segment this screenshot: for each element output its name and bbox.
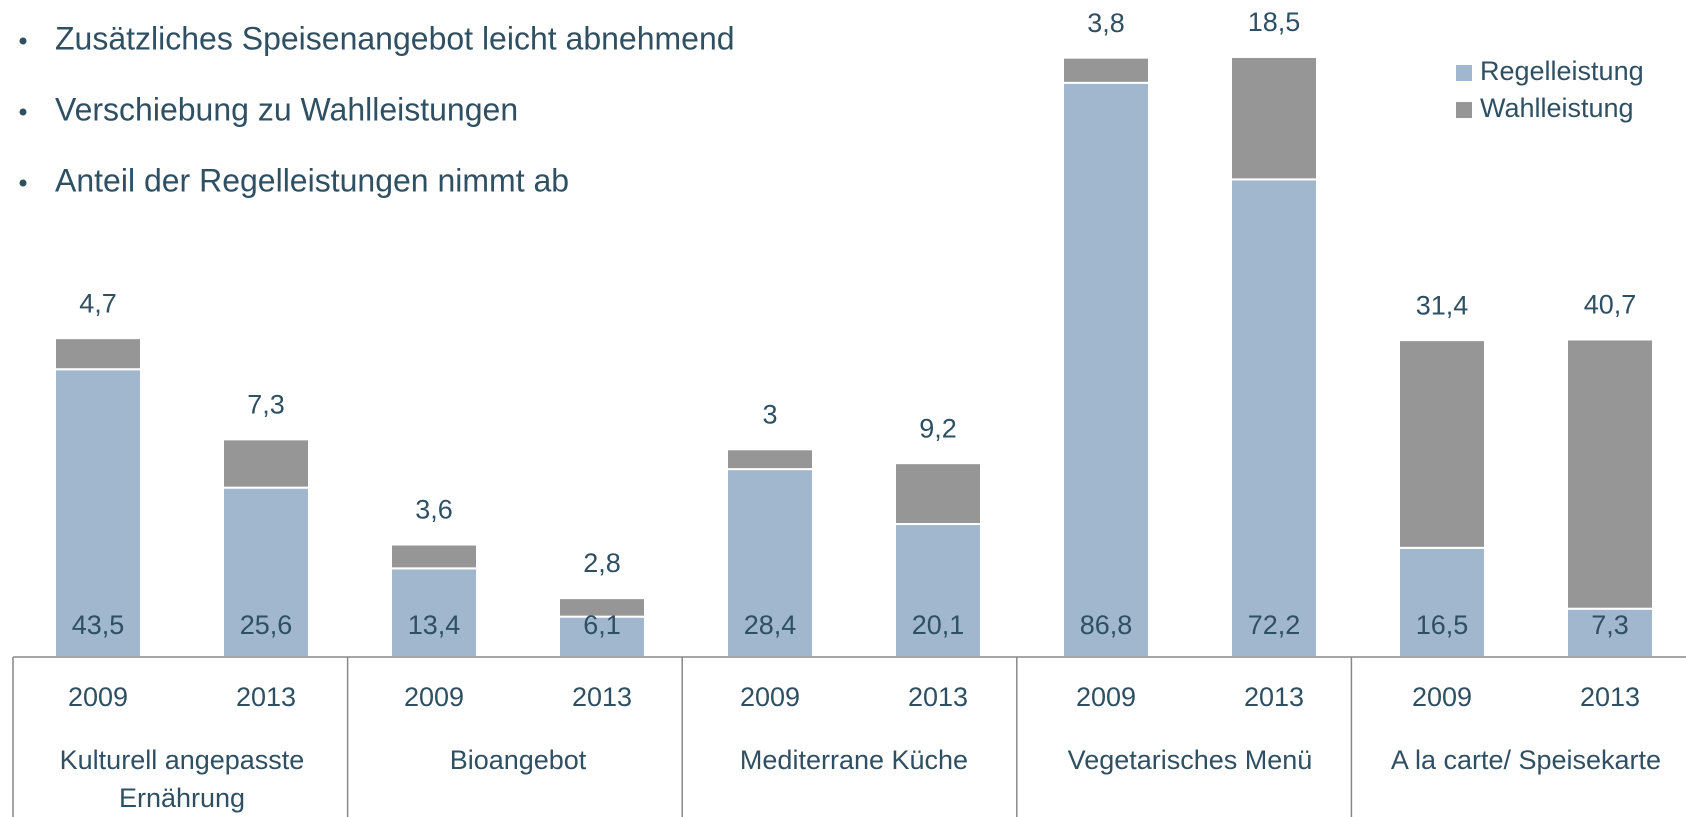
value-label: 3,6 [415,495,453,525]
bar-segment [1566,338,1654,610]
value-label: 86,8 [1080,610,1133,640]
value-label: 7,3 [247,389,285,419]
bar-segment [1398,339,1486,549]
group-label: Bioangebot [449,745,587,775]
value-label: 20,1 [912,610,965,640]
x-tick-label: 2013 [236,682,296,712]
value-label: 2,8 [583,548,621,578]
value-label: 16,5 [1416,610,1469,640]
bar-segment [1566,607,1654,658]
annotation: Anteil der Regelleistungen nimmt ab [55,162,569,198]
x-tick-label: 2013 [1580,682,1640,712]
x-tick-label: 2009 [68,682,128,712]
value-label: 3,8 [1087,8,1125,38]
x-tick-label: 2013 [572,682,632,712]
bar-segment [222,486,310,658]
value-label: 6,1 [583,610,621,640]
annotation: Zusätzliches Speisenangebot leicht abneh… [55,20,735,56]
legend-swatch [1456,65,1472,81]
bar-segment [1398,546,1486,658]
x-tick-label: 2013 [1244,682,1304,712]
bar-segment [558,597,646,618]
value-label: 9,2 [919,413,957,443]
value-label: 18,5 [1248,7,1301,37]
bar-segment [390,543,478,570]
legend-label: Regelleistung [1480,56,1644,86]
group-label: Kulturell angepasste Ernährung [59,745,305,813]
bullet [19,108,27,116]
value-label: 43,5 [72,610,125,640]
value-label: 7,3 [1591,610,1629,640]
legend-swatch [1456,102,1472,118]
group-label: Mediterrane Küche [739,745,969,775]
value-label: 72,2 [1248,610,1301,640]
annotation: Verschiebung zu Wahlleistungen [55,91,518,127]
value-label: 3 [762,399,777,429]
bullet [19,179,27,187]
value-label: 40,7 [1584,290,1637,320]
bar-segment [558,615,646,659]
x-tick-label: 2009 [740,682,800,712]
value-label: 28,4 [744,610,797,640]
bar-segment [1230,178,1318,658]
value-label: 13,4 [408,610,461,640]
group-label: Vegetarisches Menü [1067,745,1313,775]
x-tick-label: 2009 [404,682,464,712]
legend-label: Wahlleistung [1480,93,1634,123]
value-label: 25,6 [240,610,293,640]
x-tick-label: 2013 [908,682,968,712]
bar-segment [1062,56,1150,84]
bar-segment [894,462,982,526]
bar-segment [54,368,142,658]
x-tick-label: 2009 [1412,682,1472,712]
x-tick-label: 2009 [1076,682,1136,712]
bullet [19,37,27,45]
bar-segment [1062,81,1150,659]
value-label: 31,4 [1416,290,1469,320]
group-label: A la carte/ Speisekarte [1390,745,1662,775]
bar-segment [1230,56,1318,181]
value-label: 4,7 [79,288,117,318]
bar-segment [222,438,310,489]
bar-segment [54,337,142,371]
bar-segment [726,448,814,471]
